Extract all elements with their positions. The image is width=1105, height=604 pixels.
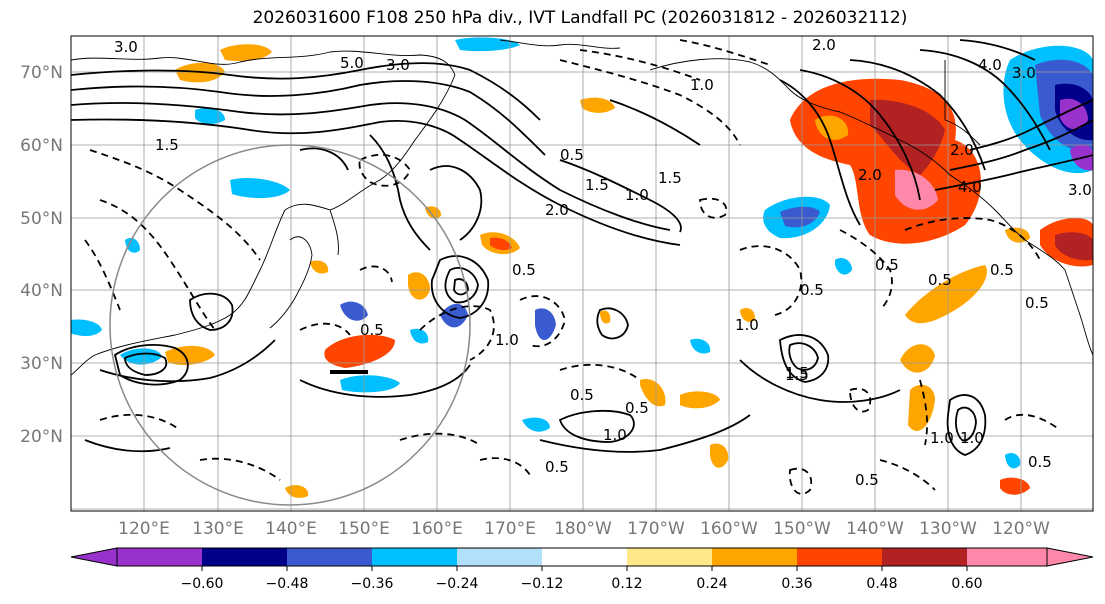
dashed-contours	[84, 39, 1061, 495]
contour-label: 0.5	[800, 281, 824, 299]
colorbar: −0.60 −0.48 −0.36 −0.24 −0.12 0.12 0.24 …	[70, 547, 1094, 592]
lon-label: 140°E	[265, 519, 317, 539]
lon-label: 150°W	[773, 519, 831, 539]
contour-label: 2.0	[545, 201, 569, 219]
contour-label: 0.5	[928, 271, 952, 289]
colorbar-tick-label: −0.48	[266, 576, 309, 592]
colorbar-segment	[117, 548, 202, 566]
lon-label: 150°E	[338, 519, 390, 539]
colorbar-tick-label: −0.12	[521, 576, 564, 592]
contour-label: 0.5	[512, 261, 536, 279]
contour-label: 2.0	[858, 166, 882, 184]
lon-label: 160°W	[700, 519, 758, 539]
lon-label: 170°E	[484, 519, 536, 539]
lon-label: 130°E	[192, 519, 244, 539]
contour-label: 0.5	[560, 146, 584, 164]
lat-label: 50°N	[20, 209, 63, 229]
colorbar-segment	[967, 548, 1047, 566]
colorbar-tick-label: 0.12	[611, 576, 642, 592]
colorbar-segment	[287, 548, 372, 566]
longitude-labels: 120°E 130°E 140°E 150°E 160°E 170°E 180°…	[118, 519, 1050, 539]
colorbar-high-extension	[1046, 547, 1094, 567]
contour-label: 3.0	[386, 56, 410, 74]
contour-label: 1.5	[155, 136, 179, 154]
colorbar-segment	[372, 548, 457, 566]
contour-label: 0.5	[625, 399, 649, 417]
contour-label: 0.5	[875, 256, 899, 274]
colorbar-frame	[116, 547, 1048, 567]
contour-label: 4.0	[958, 178, 982, 196]
colorbar-segment	[202, 548, 287, 566]
contour-label: 1.5	[785, 366, 809, 384]
colorbar-tick-label: 0.36	[781, 576, 812, 592]
contour-label: 0.5	[1028, 453, 1052, 471]
contour-label: 1.5	[785, 364, 809, 382]
contour-label: 0.5	[990, 261, 1014, 279]
lon-label: 120°E	[118, 519, 170, 539]
lon-label: 180°W	[554, 519, 612, 539]
solid-contours	[71, 39, 1093, 456]
colorbar-tick-label: 0.24	[696, 576, 727, 592]
contour-label: 2.0	[950, 141, 974, 159]
lon-label: 120°W	[992, 519, 1050, 539]
map-title: 2026031600 F108 250 hPa div., IVT Landfa…	[252, 8, 908, 28]
landfall-region-circle	[109, 144, 471, 506]
contour-label: 3.0	[1012, 64, 1036, 82]
contour-label: 0.5	[855, 471, 879, 489]
contour-label: 0.5	[545, 458, 569, 476]
contour-label: 0.5	[360, 321, 384, 339]
lon-label: 160°E	[411, 519, 463, 539]
graticule	[71, 36, 1093, 511]
map-frame	[70, 35, 1094, 512]
lat-label: 60°N	[20, 136, 63, 156]
colorbar-low-extension	[70, 547, 118, 567]
contour-label: 1.0	[495, 331, 519, 349]
contour-label: 1.0	[625, 186, 649, 204]
contour-label: 1.0	[603, 426, 627, 444]
contour-labels: 3.0 5.0 3.0 2.0 1.5 1.0 0.5 1.5 2.0 1.0 …	[114, 36, 1092, 489]
colorbar-segment	[457, 548, 542, 566]
colorbar-segment	[627, 548, 712, 566]
colorbar-segment	[797, 548, 882, 566]
colorbar-segment	[542, 548, 627, 566]
contour-label: 1.5	[658, 169, 682, 187]
contour-label: 1.0	[735, 316, 759, 334]
contour-label: 1.0	[930, 429, 954, 447]
coastlines	[71, 39, 1093, 376]
lon-label: 130°W	[919, 519, 977, 539]
contour-label: 0.5	[570, 386, 594, 404]
lat-label: 40°N	[20, 281, 63, 301]
lon-label: 170°W	[627, 519, 685, 539]
colorbar-segment	[882, 548, 967, 566]
colorbar-tick-label: 0.60	[951, 576, 982, 592]
colorbar-tick-label: −0.24	[436, 576, 479, 592]
colorbar-tick-label: 0.48	[866, 576, 897, 592]
contour-label: 1.0	[690, 76, 714, 94]
contour-label: 1.0	[960, 429, 984, 447]
contour-label: 3.0	[1068, 181, 1092, 199]
contour-label: 2.0	[812, 36, 836, 54]
lat-label: 20°N	[20, 427, 63, 447]
colorbar-segment	[712, 548, 797, 566]
colorbar-tick-label: −0.36	[351, 576, 394, 592]
contour-label: 3.0	[114, 38, 138, 56]
latitude-labels: 70°N 60°N 50°N 40°N 30°N 20°N	[20, 63, 63, 447]
map-panel: 3.0 5.0 3.0 2.0 1.5 1.0 0.5 1.5 2.0 1.0 …	[71, 36, 1093, 511]
lon-label: 140°W	[846, 519, 904, 539]
contour-label: 5.0	[340, 54, 364, 72]
colorbar-tick-label: −0.60	[181, 576, 224, 592]
lat-label: 70°N	[20, 63, 63, 83]
contour-label: 1.5	[585, 176, 609, 194]
contour-label: 4.0	[978, 56, 1002, 74]
contour-label: 0.5	[1025, 294, 1049, 312]
colorbar-ticks	[201, 566, 968, 571]
lat-label: 30°N	[20, 354, 63, 374]
